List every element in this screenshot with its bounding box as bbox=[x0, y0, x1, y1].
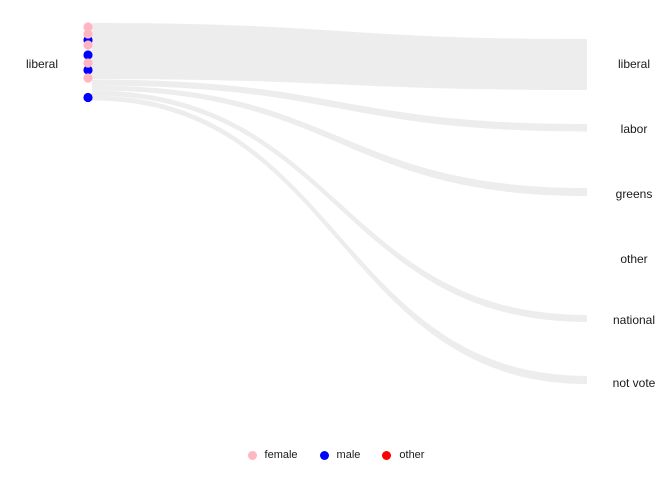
destination-label-other: other bbox=[620, 252, 648, 266]
flow-ribbon-greens bbox=[92, 85, 587, 196]
female-legend-dot-icon bbox=[247, 450, 257, 460]
destination-label-liberal: liberal bbox=[617, 57, 650, 71]
source-node-label: liberal bbox=[25, 57, 58, 71]
flow-ribbon-not-vote bbox=[92, 95, 587, 384]
male-legend-dot-icon bbox=[319, 450, 329, 460]
male-dot bbox=[83, 50, 93, 60]
male-dot bbox=[83, 92, 93, 103]
female-dot bbox=[83, 58, 93, 68]
female-dot bbox=[83, 73, 93, 83]
legend-item-female: female bbox=[247, 448, 298, 462]
destination-label-greens: greens bbox=[615, 187, 653, 201]
other-legend-dot-icon bbox=[382, 450, 392, 460]
female-dot bbox=[83, 40, 93, 50]
legend-item-male: male bbox=[319, 448, 361, 462]
legend-label: other bbox=[399, 448, 425, 461]
destination-label-national: national bbox=[612, 313, 656, 327]
male-dot bbox=[83, 65, 93, 75]
legend: female male other bbox=[0, 446, 672, 464]
flow-ribbon-labor bbox=[92, 79, 587, 132]
legend-item-other: other bbox=[382, 449, 424, 462]
legend-label: female bbox=[264, 448, 298, 461]
female-dot bbox=[83, 29, 93, 39]
legend-label: male bbox=[336, 448, 361, 461]
flow-ribbon-liberal bbox=[92, 23, 587, 90]
female-dot bbox=[83, 22, 93, 32]
destination-label-not-vote: not vote bbox=[612, 376, 656, 390]
flow-ribbon-national bbox=[92, 90, 587, 322]
destination-label-labor: labor bbox=[620, 122, 648, 136]
